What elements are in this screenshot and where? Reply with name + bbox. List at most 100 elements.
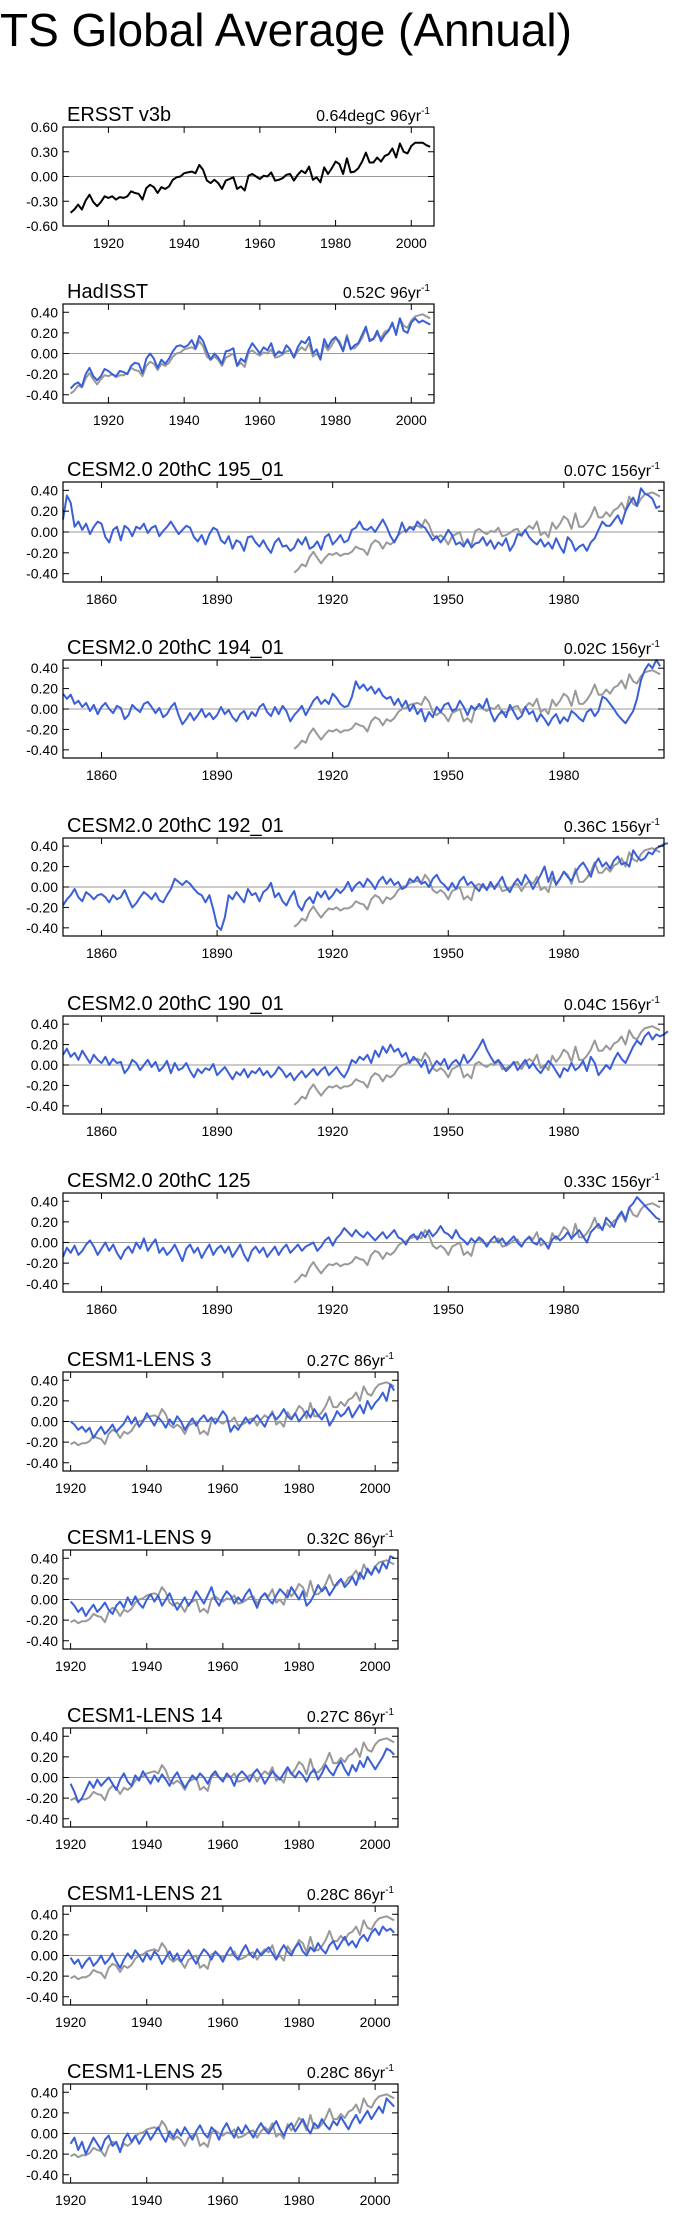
y-tick-label: 0.00 bbox=[31, 524, 58, 540]
x-tick-label: 1920 bbox=[317, 945, 348, 961]
trend-label: 0.07C 156yr-1 bbox=[564, 461, 661, 480]
x-tick-label: 2000 bbox=[360, 1480, 391, 1496]
y-tick-label: 0.30 bbox=[31, 144, 58, 160]
x-tick-label: 1940 bbox=[169, 412, 200, 428]
series-line-model bbox=[62, 487, 661, 554]
series-line-reference bbox=[70, 1381, 395, 1447]
trend-exponent: -1 bbox=[651, 995, 660, 1006]
y-tick-label: -0.20 bbox=[26, 1434, 58, 1450]
x-tick-label: 1980 bbox=[283, 1480, 314, 1496]
y-tick-label: 0.20 bbox=[31, 503, 58, 519]
series-line-model bbox=[69, 2097, 395, 2156]
panel-title: ERSST v3b bbox=[67, 104, 171, 126]
trend-label: 0.28C 86yr-1 bbox=[307, 2063, 395, 2082]
series-line-model bbox=[62, 842, 669, 931]
y-tick-label: 0.40 bbox=[31, 1728, 58, 1744]
chart-panel: -0.60 -0.30 0.00 0.30 0.60 1920 1940 1960 1980 20… bbox=[26, 104, 435, 251]
y-tick-label: 0.00 bbox=[31, 346, 58, 362]
y-tick-label: 0.40 bbox=[31, 838, 58, 854]
y-tick-label: 0.40 bbox=[31, 1550, 58, 1566]
y-tick-label: 0.00 bbox=[31, 169, 58, 185]
panel-title: CESM1-LENS 25 bbox=[67, 2061, 223, 2083]
page-title: TS Global Average (Annual) bbox=[0, 4, 572, 56]
y-tick-label: 0.40 bbox=[31, 1372, 58, 1388]
series-line-reference bbox=[70, 1915, 395, 1981]
series-line-model bbox=[69, 317, 431, 390]
trend-label: 0.32C 86yr-1 bbox=[307, 1529, 395, 1548]
y-tick-label: 0.00 bbox=[31, 2126, 58, 2142]
y-tick-label: -0.60 bbox=[26, 218, 58, 234]
x-tick-label: 1890 bbox=[202, 945, 233, 961]
y-tick-label: 0.20 bbox=[31, 1927, 58, 1943]
series-line-observed bbox=[69, 141, 431, 214]
x-tick-label: 1860 bbox=[86, 945, 117, 961]
panel-title: HadISST bbox=[67, 281, 148, 303]
x-tick-label: 1920 bbox=[55, 2192, 86, 2208]
series-line-reference bbox=[293, 1025, 661, 1106]
x-tick-label: 1980 bbox=[548, 1123, 579, 1139]
x-tick-label: 1980 bbox=[283, 1836, 314, 1852]
y-tick-label: 0.00 bbox=[31, 1592, 58, 1608]
x-tick-label: 1960 bbox=[207, 1658, 238, 1674]
y-tick-label: 0.00 bbox=[31, 1235, 58, 1251]
y-tick-label: 0.20 bbox=[31, 1037, 58, 1053]
y-tick-label: -0.40 bbox=[26, 566, 58, 582]
trend-exponent: -1 bbox=[385, 1529, 394, 1540]
x-tick-label: 1980 bbox=[548, 767, 579, 783]
y-tick-label: -0.40 bbox=[26, 1633, 58, 1649]
x-tick-label: 1960 bbox=[244, 235, 275, 251]
x-tick-label: 1960 bbox=[244, 412, 275, 428]
x-tick-label: 1920 bbox=[93, 412, 124, 428]
panel-title: CESM1-LENS 9 bbox=[67, 1527, 212, 1549]
trend-label: 0.52C 96yr-1 bbox=[343, 283, 431, 302]
x-tick-label: 1950 bbox=[433, 945, 464, 961]
x-tick-label: 1940 bbox=[131, 1836, 162, 1852]
x-tick-label: 1960 bbox=[207, 1836, 238, 1852]
y-tick-label: 0.40 bbox=[31, 1906, 58, 1922]
y-tick-label: -0.30 bbox=[26, 193, 58, 209]
chart-panel: -0.40 -0.20 0.00 0.20 0.40 1920 1940 1960 1980 20… bbox=[26, 281, 435, 428]
y-tick-label: -0.40 bbox=[26, 1455, 58, 1471]
chart-panel: -0.40 -0.20 0.00 0.20 0.40 1860 1890 1920 1950 19… bbox=[26, 993, 669, 1139]
x-tick-label: 1890 bbox=[202, 1301, 233, 1317]
x-tick-label: 1950 bbox=[433, 767, 464, 783]
y-tick-label: 0.40 bbox=[31, 2084, 58, 2100]
y-tick-label: -0.20 bbox=[26, 1790, 58, 1806]
y-tick-label: 0.40 bbox=[31, 660, 58, 676]
x-tick-label: 1940 bbox=[131, 1658, 162, 1674]
chart-panel: -0.40 -0.20 0.00 0.20 0.40 1860 1890 1920 1950 19… bbox=[26, 1170, 665, 1317]
panel-title: CESM1-LENS 3 bbox=[67, 1349, 212, 1371]
x-tick-label: 2000 bbox=[396, 235, 427, 251]
trend-label: 0.02C 156yr-1 bbox=[564, 639, 661, 658]
panel-title: CESM1-LENS 14 bbox=[67, 1705, 223, 1727]
y-tick-label: -0.40 bbox=[26, 1276, 58, 1292]
x-tick-label: 2000 bbox=[360, 1836, 391, 1852]
chart-panel: -0.40 -0.20 0.00 0.20 0.40 1920 1940 1960 1980 20… bbox=[26, 1883, 399, 2030]
trend-label: 0.04C 156yr-1 bbox=[564, 995, 661, 1014]
x-tick-label: 1960 bbox=[207, 1480, 238, 1496]
trend-exponent: -1 bbox=[651, 817, 660, 828]
y-tick-label: 0.20 bbox=[31, 1393, 58, 1409]
y-tick-label: 0.40 bbox=[31, 482, 58, 498]
trend-exponent: -1 bbox=[421, 283, 430, 294]
x-tick-label: 2000 bbox=[396, 412, 427, 428]
y-tick-label: 0.00 bbox=[31, 1414, 58, 1430]
series-line-reference bbox=[70, 1737, 395, 1803]
x-tick-label: 1980 bbox=[320, 412, 351, 428]
y-tick-label: 0.20 bbox=[31, 1749, 58, 1765]
series-line-model bbox=[69, 1925, 395, 1969]
chart-panel: -0.40 -0.20 0.00 0.20 0.40 1860 1890 1920 1950 19… bbox=[26, 815, 669, 961]
trend-exponent: -1 bbox=[651, 461, 660, 472]
panel-title: CESM2.0 20thC 194_01 bbox=[67, 637, 284, 659]
y-tick-label: -0.40 bbox=[26, 742, 58, 758]
x-tick-label: 1940 bbox=[131, 2192, 162, 2208]
y-tick-label: 0.40 bbox=[31, 1193, 58, 1209]
x-tick-label: 1920 bbox=[317, 1123, 348, 1139]
x-tick-label: 1980 bbox=[283, 1658, 314, 1674]
x-tick-label: 1860 bbox=[86, 1301, 117, 1317]
x-tick-label: 1980 bbox=[548, 1301, 579, 1317]
x-tick-label: 1920 bbox=[93, 235, 124, 251]
x-tick-label: 1890 bbox=[202, 591, 233, 607]
trend-exponent: -1 bbox=[651, 1172, 660, 1183]
